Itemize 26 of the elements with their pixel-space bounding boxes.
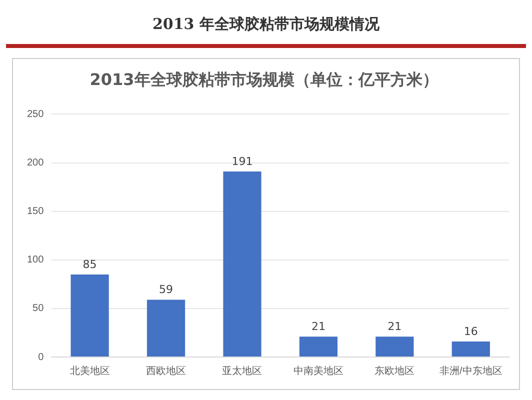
y-tick-label: 50 (32, 303, 44, 314)
data-label: 21 (311, 320, 326, 333)
y-tick-label: 100 (26, 254, 44, 266)
bar (70, 274, 109, 356)
bar (452, 341, 490, 356)
x-tick-label: 中南美地区 (293, 364, 344, 377)
data-label: 191 (232, 154, 253, 168)
bar (223, 172, 262, 356)
bar (376, 336, 414, 356)
x-tick-label: 东欧地区 (374, 364, 415, 377)
y-tick-label: 250 (26, 108, 44, 120)
data-label: 85 (82, 258, 97, 271)
data-label: 16 (464, 324, 478, 338)
bar (299, 336, 338, 356)
data-label: 59 (159, 283, 174, 296)
y-tick-label: 0 (38, 352, 44, 363)
y-tick-label: 200 (26, 158, 44, 169)
x-tick-label: 亚太地区 (222, 364, 262, 377)
x-tick-label: 非洲/中东地区 (440, 364, 502, 377)
chart-title: 2013 年全球胶粘带市场规模情况 (6, 4, 526, 48)
y-tick-label: 150 (26, 206, 44, 218)
bar (146, 300, 186, 356)
chart-subtitle: 2013年全球胶粘带市场规模（单位：亿平方米） (90, 70, 438, 89)
x-tick-label: 西欧地区 (146, 364, 186, 377)
x-tick-label: 北美地区 (70, 364, 110, 377)
data-label: 21 (388, 320, 402, 333)
